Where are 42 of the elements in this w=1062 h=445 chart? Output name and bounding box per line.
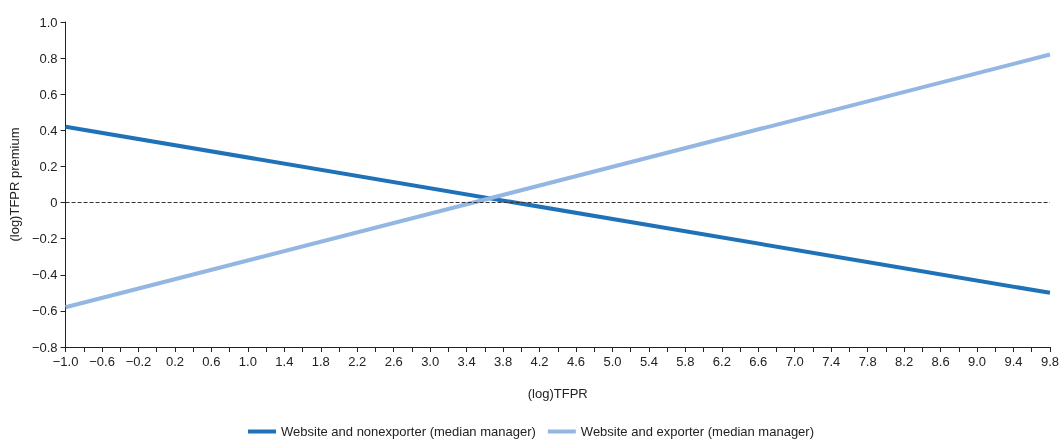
x-tick-label: 1.8 <box>311 354 330 369</box>
x-tick-label: 1.0 <box>238 354 257 369</box>
x-tick-label: 5.0 <box>603 354 622 369</box>
x-tick-label: 6.6 <box>749 354 768 369</box>
legend-label: Website and exporter (median manager) <box>580 424 814 439</box>
x-tick-label: 4.2 <box>530 354 549 369</box>
x-tick-label: 9.8 <box>1040 354 1059 369</box>
y-tick-label: 0.6 <box>39 86 58 102</box>
x-tick-label: 5.4 <box>639 354 658 369</box>
x-tick-label: −0.2 <box>125 354 152 369</box>
x-axis-title: (log)TFPR <box>527 386 588 401</box>
y-tick-label: −0.2 <box>31 231 58 247</box>
y-tick-label: 0.8 <box>39 50 58 66</box>
x-tick-label: 2.6 <box>384 354 403 369</box>
x-tick-label: 0.6 <box>202 354 221 369</box>
y-tick-label: 0 <box>50 195 58 211</box>
x-tick-label: 0.2 <box>165 354 184 369</box>
x-tick-label: 8.6 <box>931 354 950 369</box>
y-tick-label: 0.4 <box>39 122 58 138</box>
x-tick-label: 3.4 <box>457 354 476 369</box>
legend-label: Website and nonexporter (median manager) <box>281 424 536 439</box>
x-tick-label: 7.0 <box>785 354 804 369</box>
x-tick-label: 8.2 <box>895 354 914 369</box>
y-tick-label: 1.0 <box>39 14 58 30</box>
x-tick-label: −1.0 <box>52 354 79 369</box>
y-tick-label: 0.2 <box>39 158 58 174</box>
x-tick-label: −0.6 <box>89 354 115 369</box>
y-axis-title: (log)TFPR premium <box>7 127 22 242</box>
x-tick-label: 7.8 <box>858 354 877 369</box>
x-tick-label: 4.6 <box>566 354 586 369</box>
x-tick-label: 9.0 <box>968 354 987 369</box>
y-tick-label: −0.6 <box>31 303 58 319</box>
x-tick-label: 5.8 <box>676 354 695 369</box>
x-tick-label: 6.2 <box>712 354 731 369</box>
x-tick-label: 7.4 <box>822 354 841 369</box>
x-tick-label: 3.8 <box>494 354 513 369</box>
y-tick-label: −0.4 <box>31 267 58 283</box>
x-tick-label: 2.2 <box>348 354 367 369</box>
x-tick-label: 1.4 <box>275 354 294 369</box>
x-tick-label: 3.0 <box>421 354 440 369</box>
x-tick-label: 9.4 <box>1004 354 1023 369</box>
y-tick-label: −0.8 <box>31 339 58 355</box>
